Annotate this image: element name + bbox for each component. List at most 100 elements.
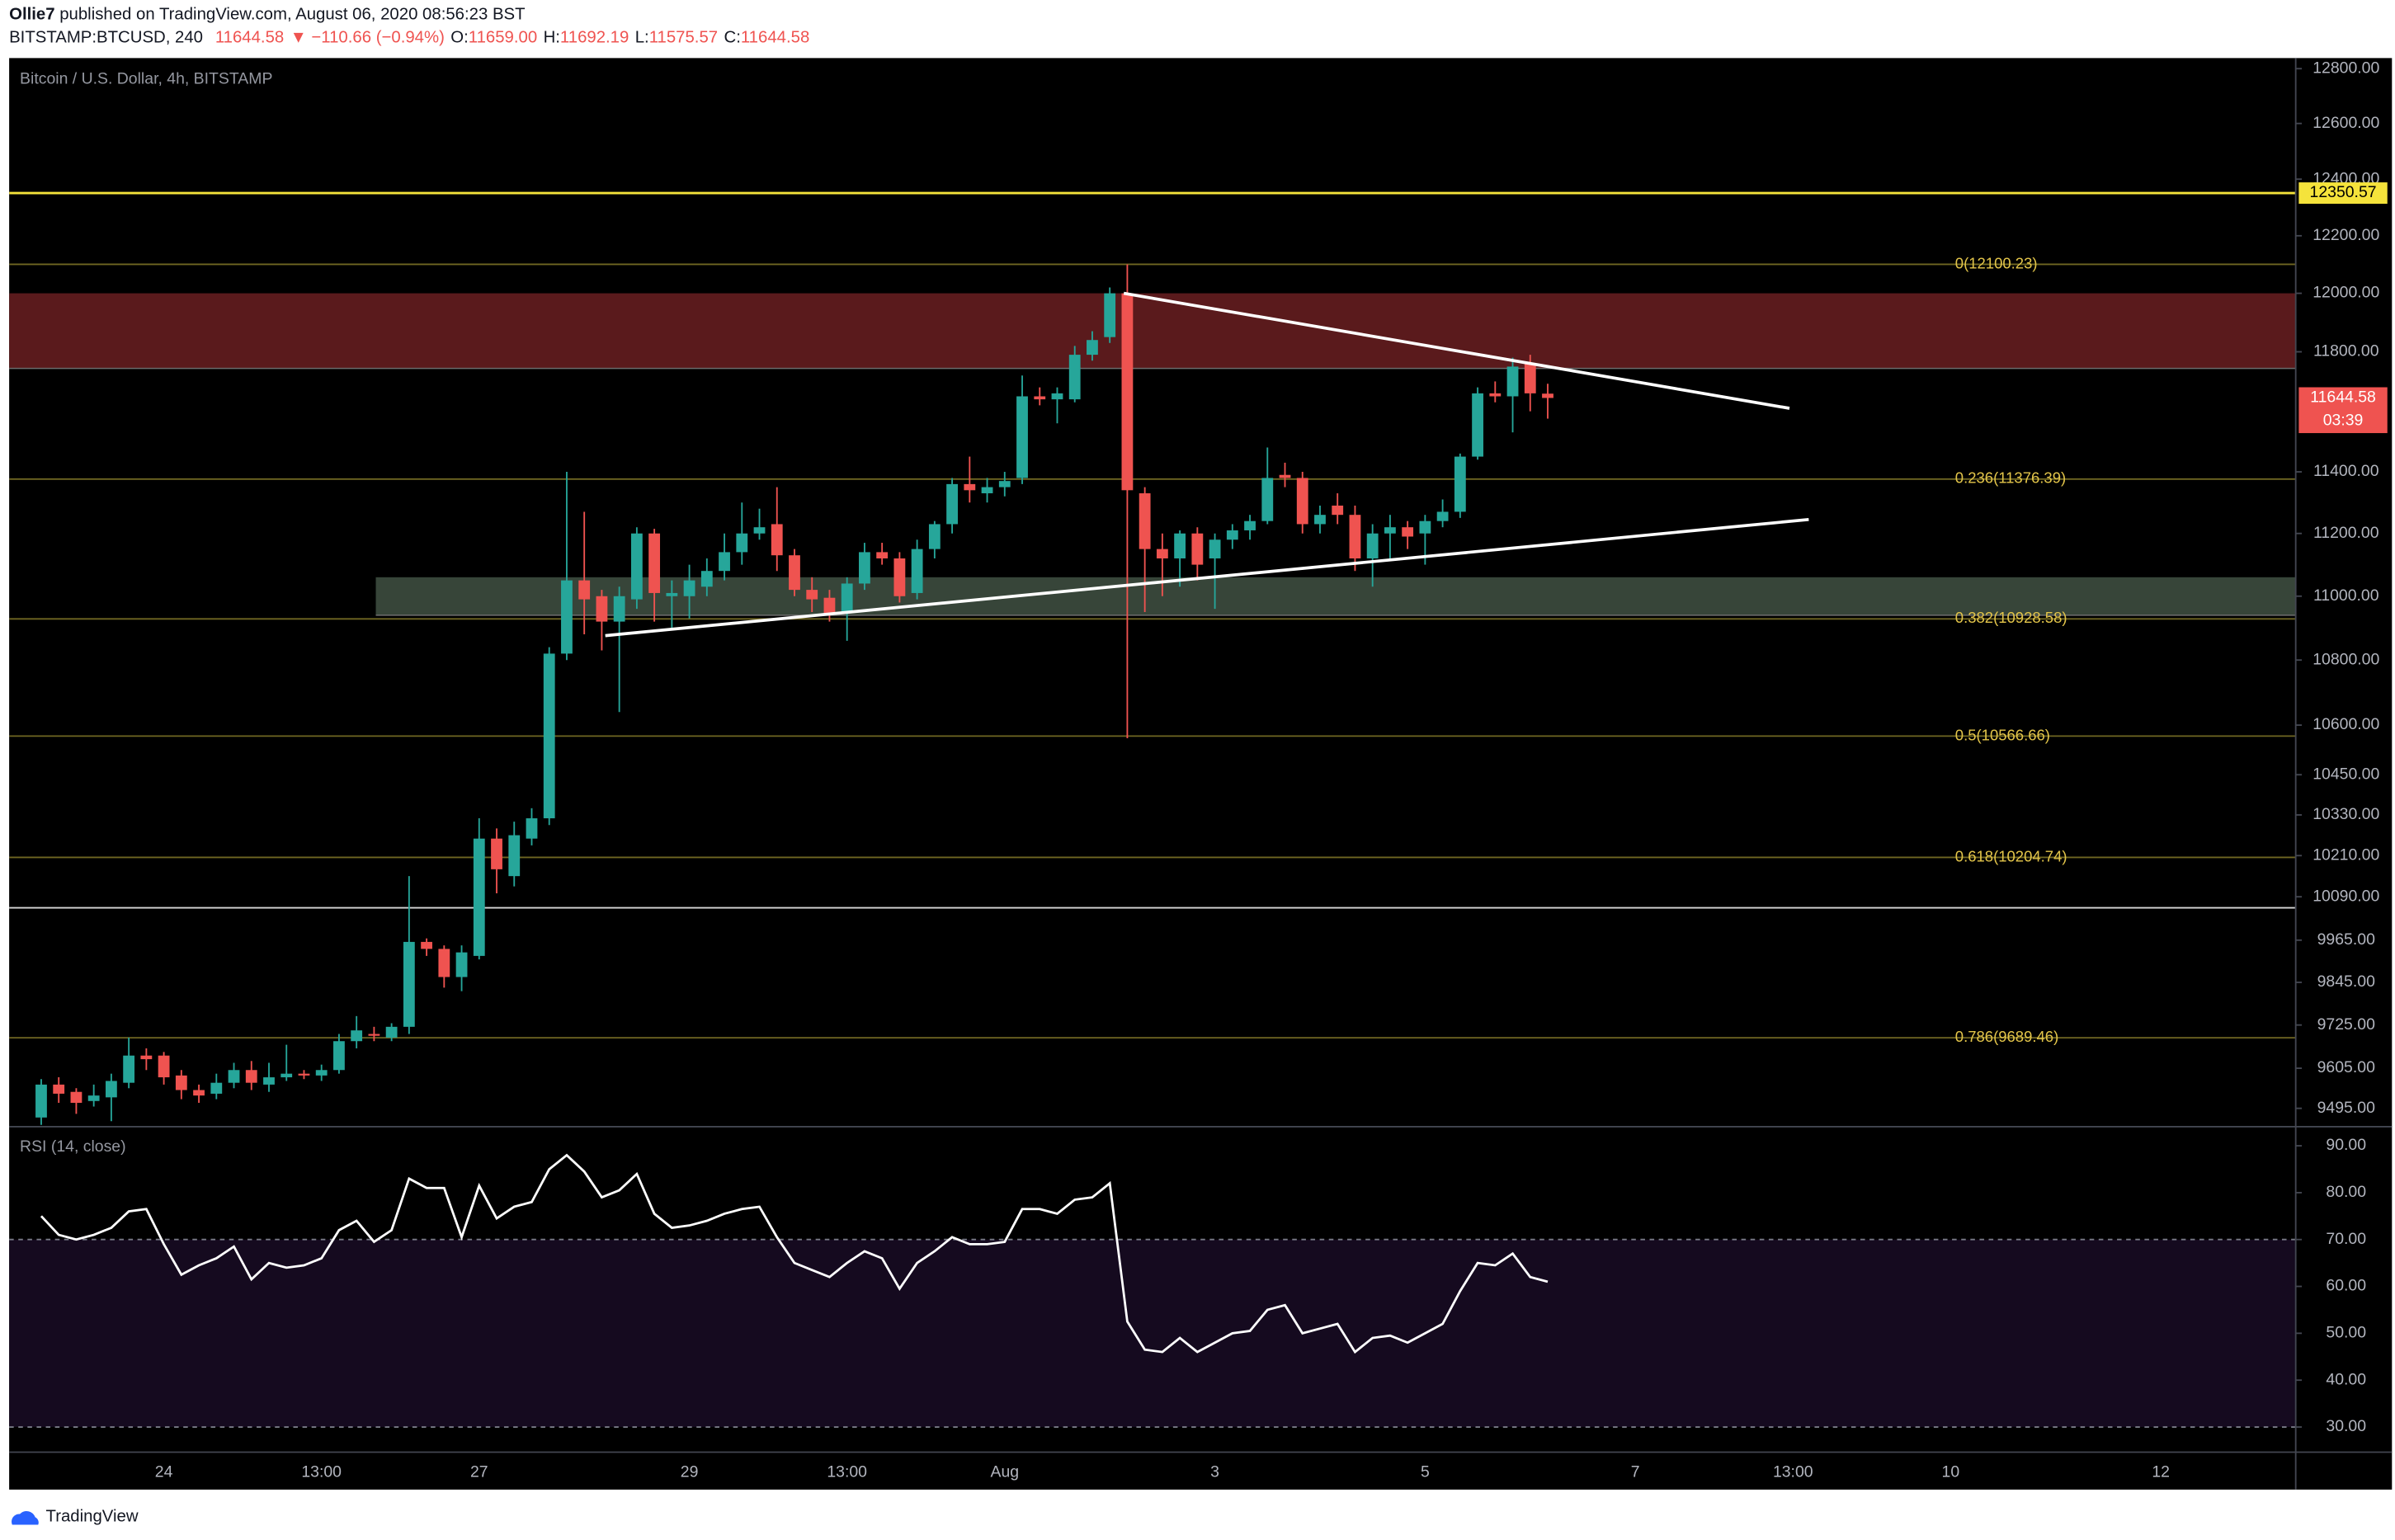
publish-line: Ollie7 published on TradingView.com, Aug… — [9, 6, 525, 24]
candle-body — [193, 1090, 205, 1096]
x-tick-label: 29 — [681, 1463, 699, 1481]
candle-body — [158, 1055, 170, 1078]
candle-body — [596, 596, 608, 622]
candle-body — [421, 941, 432, 949]
x-tick-label: 12 — [2152, 1463, 2170, 1481]
candle-body — [1279, 474, 1291, 478]
candle-body — [998, 481, 1011, 487]
y-tick-label: 30.00 — [2326, 1417, 2366, 1435]
x-tick-label: 13:00 — [1773, 1463, 1813, 1481]
price-pane: 0(12100.23) 0.236(11376.39) 0.382(10928.58… — [9, 191, 2296, 1125]
candle-body — [823, 597, 836, 614]
candle-body — [928, 524, 941, 549]
trend-line — [1123, 291, 1790, 410]
x-tick-label: 13:00 — [301, 1463, 342, 1481]
candle-body — [351, 1030, 363, 1042]
y-tick-label: 9605.00 — [2317, 1058, 2375, 1076]
candle-body — [911, 549, 923, 593]
y-tick-label: 60.00 — [2326, 1277, 2366, 1295]
rsi-band — [9, 1239, 2296, 1428]
x-tick-label: 27 — [470, 1463, 488, 1481]
candle-body — [87, 1095, 100, 1101]
rsi-pane — [9, 1153, 2296, 1428]
candle-body — [403, 941, 415, 1027]
axes: 12800.0012600.0012400.0012200.0012000.00… — [155, 59, 2388, 1481]
candle-body — [719, 552, 730, 572]
y-tick-label: 10450.00 — [2312, 765, 2379, 783]
y-tick-label: 70.00 — [2326, 1230, 2366, 1248]
candle-body — [666, 592, 678, 596]
candle-body — [1542, 393, 1553, 398]
candle-body — [1454, 456, 1466, 512]
x-tick-label: 13:00 — [827, 1463, 867, 1481]
candle-body — [210, 1082, 223, 1094]
y-tick-label: 40.00 — [2326, 1370, 2366, 1388]
candle-body — [1506, 366, 1519, 397]
open-value: 11659.00 — [469, 29, 537, 47]
candle-body — [1209, 539, 1221, 558]
open-label: O: — [450, 29, 468, 47]
candle-body — [333, 1041, 345, 1071]
candle-body — [700, 571, 713, 587]
candle-body — [1384, 527, 1396, 534]
trend-line — [605, 517, 1809, 638]
candle-body — [543, 653, 555, 819]
y-tick-label: 9495.00 — [2317, 1099, 2375, 1117]
candle-body — [683, 580, 695, 596]
zone — [375, 577, 2296, 615]
x-tick-label: 24 — [155, 1463, 173, 1481]
candle-body — [35, 1084, 47, 1118]
y-tick-label: 9725.00 — [2317, 1015, 2375, 1034]
candle-body — [1402, 527, 1414, 537]
y-tick-label: 12200.00 — [2312, 226, 2379, 244]
published: published on TradingView.com, August 06,… — [59, 6, 525, 24]
candle-body — [648, 533, 661, 593]
y-tick-label: 12000.00 — [2312, 284, 2379, 302]
fib-label: 0(12100.23) — [1955, 254, 2038, 271]
candle-body — [964, 483, 976, 491]
candle-body — [1436, 511, 1449, 521]
candle-body — [771, 524, 783, 556]
low-value: 11575.57 — [649, 29, 718, 47]
fib-label: 0.382(10928.58) — [1955, 609, 2067, 626]
candle-body — [281, 1073, 293, 1078]
level-tag-label: 12350.57 — [2310, 183, 2377, 201]
x-tick-label: 10 — [1942, 1463, 1960, 1481]
candle-body — [140, 1055, 153, 1060]
candle-body — [315, 1070, 328, 1076]
candle-body — [1156, 549, 1168, 558]
candle-body — [753, 527, 766, 534]
x-tick-label: 7 — [1631, 1463, 1640, 1481]
level-tag — [2298, 182, 2388, 205]
candle-body — [1489, 393, 1502, 397]
candle-body — [1226, 530, 1238, 540]
candle-body — [1139, 493, 1151, 549]
candle-body — [578, 580, 591, 600]
y-tick-label: 10600.00 — [2312, 715, 2379, 733]
candle-body — [1051, 393, 1063, 400]
countdown: 03:39 — [2323, 411, 2364, 429]
fib-label: 0.618(10204.74) — [1955, 847, 2067, 864]
candle-body — [1366, 533, 1379, 558]
candle-body — [1419, 520, 1431, 534]
candle-body — [1472, 393, 1483, 457]
x-tick-label: 5 — [1421, 1463, 1430, 1481]
candle-body — [1314, 515, 1326, 525]
price-tag — [2298, 387, 2388, 434]
candle-body — [1087, 340, 1098, 356]
x-tick-label: 3 — [1210, 1463, 1219, 1481]
candle-body — [1261, 478, 1274, 521]
low-label: L: — [635, 29, 649, 47]
candle-body — [228, 1070, 240, 1083]
y-tick-label: 50.00 — [2326, 1324, 2366, 1342]
candle-body — [1244, 520, 1256, 530]
y-tick-label: 90.00 — [2326, 1136, 2366, 1154]
candle-body — [1034, 396, 1046, 400]
footer-brand: TradingView — [46, 1508, 139, 1526]
x-tick-label: Aug — [990, 1463, 1019, 1481]
high-label: H: — [544, 29, 560, 47]
close-value: 11644.58 — [741, 29, 809, 47]
candle-body — [508, 835, 521, 877]
